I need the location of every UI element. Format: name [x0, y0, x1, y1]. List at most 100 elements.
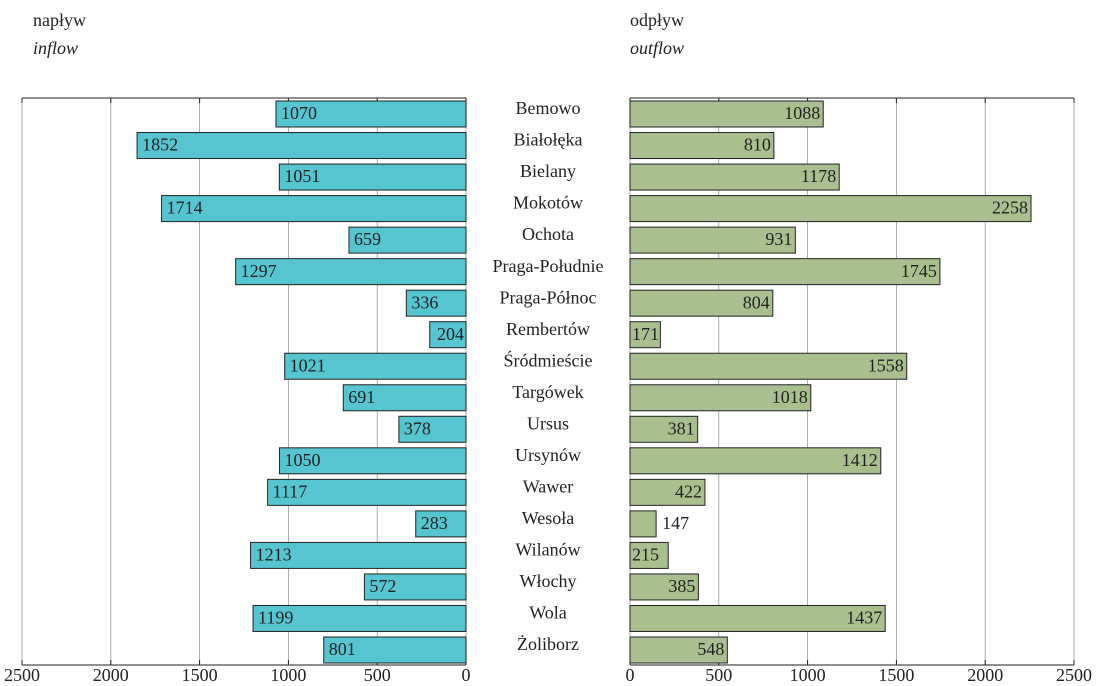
panel-title: odpływ	[630, 10, 684, 30]
value-label: 1070	[281, 103, 317, 123]
bar	[250, 541, 467, 569]
value-label: 931	[765, 229, 792, 249]
bar	[342, 384, 467, 412]
value-label: 1051	[284, 166, 320, 186]
value-label: 1437	[846, 608, 882, 628]
x-tick-label: 0	[626, 665, 635, 685]
bar	[267, 478, 467, 506]
category-label: Wawer	[523, 476, 574, 496]
x-tick-label: 1500	[182, 665, 218, 685]
value-label: 381	[668, 418, 695, 438]
value-label: 1021	[290, 355, 326, 375]
x-tick-label: 1000	[270, 665, 306, 685]
value-label: 215	[632, 545, 659, 565]
value-label: 283	[421, 513, 448, 533]
value-label: 801	[329, 639, 356, 659]
bar	[629, 195, 1032, 223]
value-label: 336	[411, 292, 438, 312]
bar	[323, 636, 467, 664]
bar	[284, 352, 467, 380]
bar	[348, 226, 467, 254]
value-label: 385	[668, 576, 695, 596]
category-label: Wesoła	[522, 508, 575, 528]
panel-subtitle: inflow	[33, 38, 78, 58]
category-label: Mokotów	[513, 193, 583, 213]
bar	[629, 289, 774, 317]
value-label: 1745	[901, 261, 937, 281]
value-label: 1199	[258, 608, 293, 628]
bar	[629, 447, 882, 475]
x-tick-label: 1000	[790, 665, 826, 685]
bar	[629, 541, 669, 569]
value-label: 1558	[868, 355, 904, 375]
category-label: Włochy	[520, 571, 577, 591]
value-label: 1018	[772, 387, 808, 407]
bar	[629, 226, 796, 254]
bar	[629, 163, 840, 191]
category-label: Wola	[529, 603, 567, 623]
value-label: 548	[697, 639, 724, 659]
x-tick-label: 2000	[93, 665, 129, 685]
value-label: 691	[348, 387, 375, 407]
bar	[363, 573, 467, 601]
category-label: Białołęka	[514, 130, 583, 150]
bar	[278, 163, 467, 191]
value-label: 1213	[256, 545, 292, 565]
value-label: 1412	[842, 450, 878, 470]
category-label: Ursus	[527, 413, 569, 433]
category-label: Ochota	[522, 224, 574, 244]
category-label: Targówek	[512, 382, 583, 402]
category-label: Żoliborz	[517, 634, 579, 654]
x-tick-label: 500	[705, 665, 732, 685]
bar	[429, 321, 467, 349]
value-label: 1088	[784, 103, 820, 123]
category-label: Praga-Północ	[500, 287, 597, 307]
panel-title: napływ	[33, 10, 86, 30]
bar	[629, 415, 699, 443]
bar	[629, 321, 661, 349]
value-label: 1852	[142, 135, 178, 155]
bar	[405, 289, 467, 317]
bar	[629, 573, 699, 601]
bar	[629, 510, 657, 538]
bar	[629, 132, 775, 160]
category-label: Ursynów	[515, 445, 581, 465]
value-label: 659	[354, 229, 381, 249]
value-label: 1714	[167, 198, 203, 218]
category-label: Rembertów	[506, 319, 590, 339]
value-label: 1117	[273, 481, 308, 501]
x-tick-label: 500	[364, 665, 391, 685]
x-tick-label: 2500	[1056, 665, 1092, 685]
value-label: 171	[632, 324, 659, 344]
bar	[629, 604, 886, 632]
value-label: 1050	[285, 450, 321, 470]
value-label: 378	[404, 418, 431, 438]
bar	[629, 636, 728, 664]
x-tick-label: 2500	[4, 665, 40, 685]
bar	[629, 352, 908, 380]
panel-subtitle: outflow	[630, 38, 684, 58]
value-label: 2258	[992, 198, 1028, 218]
bar	[252, 604, 467, 632]
bar	[136, 132, 467, 160]
value-label: 1178	[801, 166, 836, 186]
bar	[415, 510, 467, 538]
x-tick-label: 1500	[878, 665, 914, 685]
value-label: 204	[437, 324, 464, 344]
bar	[629, 478, 706, 506]
bar	[279, 447, 467, 475]
category-label: Bielany	[520, 161, 576, 181]
x-tick-label: 0	[462, 665, 471, 685]
bar	[629, 258, 941, 286]
value-label: 810	[744, 135, 771, 155]
bar	[275, 100, 467, 128]
category-label: Wilanów	[515, 540, 580, 560]
category-label: Bemowo	[516, 98, 581, 118]
value-label: 1297	[241, 261, 277, 281]
category-label: Praga-Południe	[493, 256, 604, 276]
value-label: 804	[743, 292, 770, 312]
bar	[629, 384, 812, 412]
value-label: 572	[369, 576, 396, 596]
category-label: Śródmieście	[504, 349, 593, 370]
